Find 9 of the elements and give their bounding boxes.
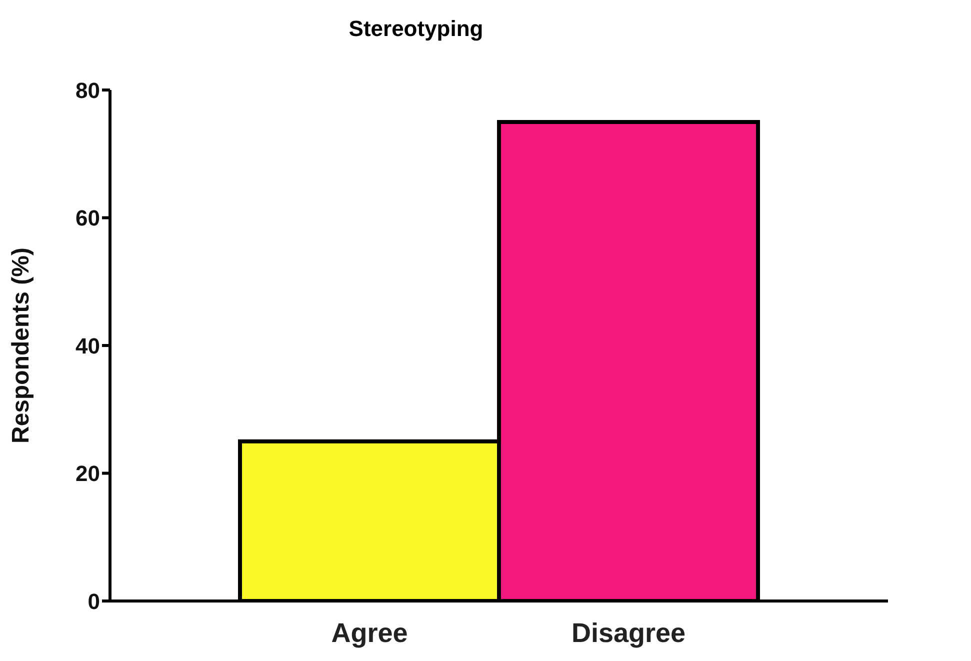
y-axis-title: Respondents (%) bbox=[8, 247, 35, 444]
y-tick-label: 80 bbox=[76, 78, 100, 103]
y-tick-label: 20 bbox=[76, 461, 100, 486]
y-tick-label: 0 bbox=[88, 588, 100, 614]
x-tick-label: Agree bbox=[331, 618, 408, 648]
x-tick-label: Disagree bbox=[571, 618, 686, 648]
y-tick-label: 60 bbox=[76, 206, 100, 231]
chart-title: Stereotyping bbox=[348, 16, 484, 42]
y-tick-label: 40 bbox=[76, 333, 100, 358]
